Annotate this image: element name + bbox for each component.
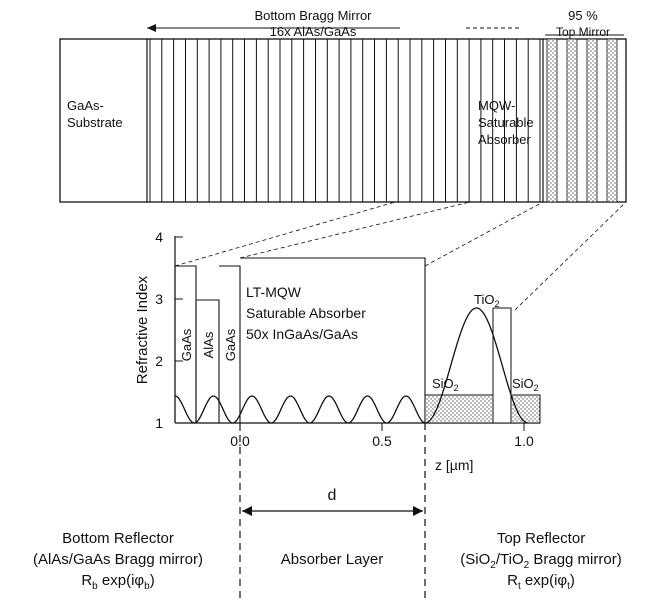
sio2-left-label: SiO2	[432, 376, 459, 393]
sio2-right-label-base: SiO	[512, 376, 534, 391]
top-close: )	[570, 572, 575, 589]
top-line2-b: /TiO	[496, 551, 524, 568]
layer-label-gaas-left: GaAs	[179, 328, 194, 361]
bottom-r-sub: b	[92, 581, 98, 592]
lt-mqw-label-line1: LT-MQW	[246, 284, 302, 300]
x-axis-label-main: z [	[435, 457, 450, 473]
top-mirror-layer-1	[546, 38, 558, 203]
top-exp-text: exp(iφ	[521, 572, 568, 589]
tio2-label-base: TiO	[474, 292, 494, 307]
layer-label-alas: AlAs	[201, 331, 216, 358]
top-mirror-label-line2: Top Mirror	[556, 25, 610, 39]
tio2-label-sub: 2	[494, 299, 499, 309]
d-arrowhead-right	[413, 506, 423, 516]
standing-wave-curve	[174, 307, 529, 424]
top-r-base: R	[507, 572, 518, 589]
x-axis-label-unit: µm	[450, 457, 470, 473]
y-axis-label: Refractive Index	[134, 275, 151, 384]
top-mirror-stack	[546, 38, 618, 203]
bottom-reflector-line2: (AlAs/GaAs Bragg mirror)	[33, 551, 203, 568]
lt-mqw-label-line3: 50x InGaAs/GaAs	[246, 326, 358, 342]
top-r-sub: t	[518, 581, 521, 592]
refractive-index-plot: 1 2 3 4 0.0 0.5 1.0 Refractive Index z […	[134, 229, 541, 473]
bottom-r-base: R	[81, 572, 92, 589]
zoom-guide-lines	[174, 201, 627, 311]
layer-sio2-right	[510, 394, 541, 424]
y-tick-label-4: 4	[155, 229, 163, 245]
layer-alas	[196, 299, 220, 423]
bottom-reflector-line3: Rb exp(iφb)	[81, 572, 154, 592]
x-tick-label-1: 1.0	[514, 433, 534, 449]
x-ticks	[239, 423, 525, 431]
sio2-right-label-sub: 2	[534, 383, 539, 393]
x-axis-label-end: ]	[470, 457, 474, 473]
absorber-layer-label: Absorber Layer	[281, 551, 384, 568]
x-tick-label-05: 0.5	[372, 433, 392, 449]
y-tick-label-3: 3	[155, 291, 163, 307]
region-divider-lines	[239, 423, 426, 601]
absorber-label-line2: Saturable	[478, 115, 534, 130]
absorber-thickness-dimension: d	[242, 487, 423, 516]
top-line2-sub1: 2	[490, 560, 496, 571]
substrate-label-line1: GaAs-	[67, 98, 104, 113]
top-reflector-line1: Top Reflector	[497, 530, 585, 547]
layer-structure-bar: Bottom Bragg Mirror 16x AlAs/GaAs 95 % T…	[59, 8, 627, 203]
bottom-phi-sub: b	[144, 581, 150, 592]
top-mirror-layer-3	[586, 38, 598, 203]
lt-mqw-label-line2: Saturable Absorber	[246, 305, 366, 321]
d-label: d	[328, 487, 337, 504]
layer-sio2-left	[424, 394, 494, 424]
top-reflector-line3: Rt exp(iφt)	[507, 572, 575, 592]
zoom-line-2	[239, 201, 471, 259]
bottom-reflector-label: Bottom Reflector (AlAs/GaAs Bragg mirror…	[33, 530, 203, 592]
top-line2-sub2: 2	[524, 560, 530, 571]
absorber-label-line1: MQW-	[478, 98, 515, 113]
bottom-mirror-label-line1: Bottom Bragg Mirror	[254, 8, 372, 23]
top-line2-c: Bragg mirror)	[529, 551, 622, 568]
zoom-line-3	[424, 201, 544, 267]
bottom-bragg-mirror-stripes	[149, 39, 541, 202]
layer-lt-mqw	[240, 257, 426, 423]
bottom-mirror-label-line2: 16x AlAs/GaAs	[270, 24, 357, 39]
y-tick-label-1: 1	[155, 415, 163, 431]
zoom-line-1	[174, 201, 396, 267]
substrate-label-line2: Substrate	[67, 115, 123, 130]
structure-outline	[59, 38, 627, 203]
sio2-right-label: SiO2	[512, 376, 539, 393]
top-mirror-label-line1: 95 %	[568, 8, 598, 23]
top-mirror-layer-4	[606, 38, 618, 203]
bottom-exp-text: exp(iφ	[98, 572, 145, 589]
d-arrowhead-left	[242, 506, 252, 516]
top-line2-a: (SiO	[460, 551, 490, 568]
tio2-label: TiO2	[474, 292, 499, 309]
bottom-reflector-line1: Bottom Reflector	[62, 530, 174, 547]
bottom-mirror-arrowhead	[147, 24, 156, 32]
bottom-close: )	[150, 572, 155, 589]
y-tick-label-2: 2	[155, 353, 163, 369]
layer-gaas-right	[219, 265, 241, 423]
sio2-left-label-base: SiO	[432, 376, 454, 391]
y-ticks	[175, 236, 183, 424]
top-phi-sub: t	[567, 581, 570, 592]
sio2-left-label-sub: 2	[454, 383, 459, 393]
x-axis-label: z [µm]	[435, 457, 473, 473]
top-reflector-line2: (SiO2/TiO2 Bragg mirror)	[460, 551, 621, 571]
top-mirror-layer-2	[566, 38, 578, 203]
zoom-line-4	[514, 201, 627, 311]
layer-label-gaas-right: GaAs	[223, 328, 238, 361]
top-reflector-label: Top Reflector (SiO2/TiO2 Bragg mirror) R…	[460, 530, 621, 592]
layer-outlines	[174, 257, 426, 423]
absorber-label-line3: Absorber	[478, 132, 531, 147]
